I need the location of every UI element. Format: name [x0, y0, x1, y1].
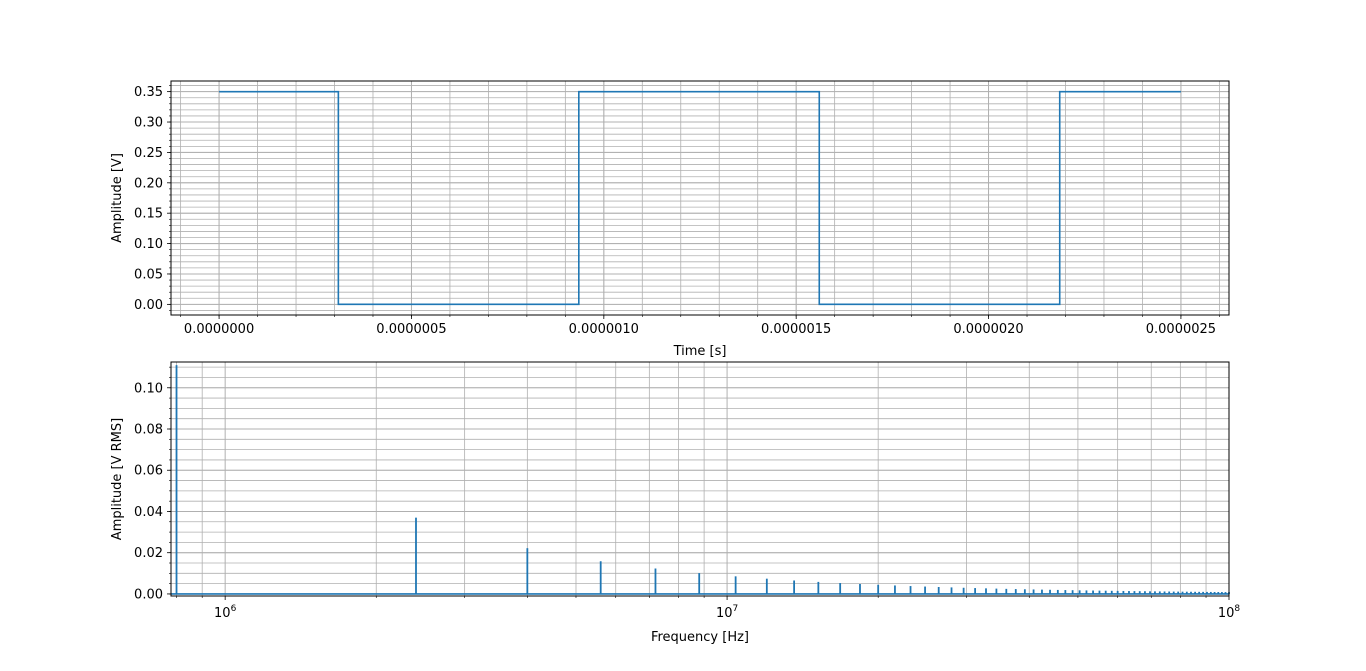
freq-x-tick-label: 106 [214, 604, 237, 621]
freq-plot-xlabel: Frequency [Hz] [651, 630, 749, 645]
time-y-tick-label: 0.15 [134, 207, 163, 222]
freq-y-tick-label: 0.04 [134, 505, 163, 520]
freq-x-tick-label: 107 [716, 604, 738, 621]
freq-y-tick-label: 0.08 [134, 423, 163, 438]
frequency-domain-plot: 106 107 108 0.00 0.02 0.04 0.06 0.08 0.10 Freque… [110, 361, 1241, 645]
time-y-tick-label: 0.20 [134, 176, 163, 191]
freq-plot-ylabel: Amplitude [V RMS] [110, 418, 125, 540]
time-y-tick-label: 0.10 [134, 237, 163, 252]
time-y-tick-label: 0.30 [134, 116, 163, 131]
time-y-tick-label: 0.25 [134, 146, 163, 161]
time-x-tick-label: 0.0000025 [1146, 322, 1216, 337]
time-plot-ylabel: Amplitude [V] [110, 153, 125, 243]
time-y-tick-label: 0.35 [134, 85, 163, 100]
freq-y-tick-label: 0.10 [134, 381, 163, 396]
freq-y-tick-label: 0.06 [134, 464, 163, 479]
time-x-tick-label: 0.0000020 [953, 322, 1023, 337]
time-plot-xlabel: Time [s] [673, 344, 727, 359]
square-wave-line [219, 90, 1181, 306]
freq-plot-frame [170, 361, 1230, 597]
freq-y-tick-label: 0.02 [134, 546, 163, 561]
time-plot-series [219, 90, 1181, 306]
freq-plot-series [171, 365, 1230, 595]
time-x-tick-label: 0.0000015 [761, 322, 831, 337]
freq-y-tick-label: 0.00 [134, 587, 163, 602]
time-x-tick-label: 0.0000000 [184, 322, 254, 337]
time-plot-ticks: 0.0000000 0.0000005 0.0000010 0.0000015 0.00… [134, 85, 1220, 337]
time-domain-plot: 0.0000000 0.0000005 0.0000010 0.0000015 0.00… [110, 80, 1230, 359]
time-plot-grid [171, 81, 1229, 315]
time-x-tick-label: 0.0000010 [569, 322, 639, 337]
freq-plot-grid [171, 362, 1230, 596]
time-x-tick-label: 0.0000005 [376, 322, 446, 337]
freq-plot-ticks: 106 107 108 0.00 0.02 0.04 0.06 0.08 0.10 [134, 366, 1241, 621]
time-y-tick-label: 0.05 [134, 267, 163, 282]
freq-x-tick-label: 108 [1218, 604, 1241, 621]
time-y-tick-label: 0.00 [134, 298, 163, 313]
time-plot-frame [170, 80, 1230, 316]
